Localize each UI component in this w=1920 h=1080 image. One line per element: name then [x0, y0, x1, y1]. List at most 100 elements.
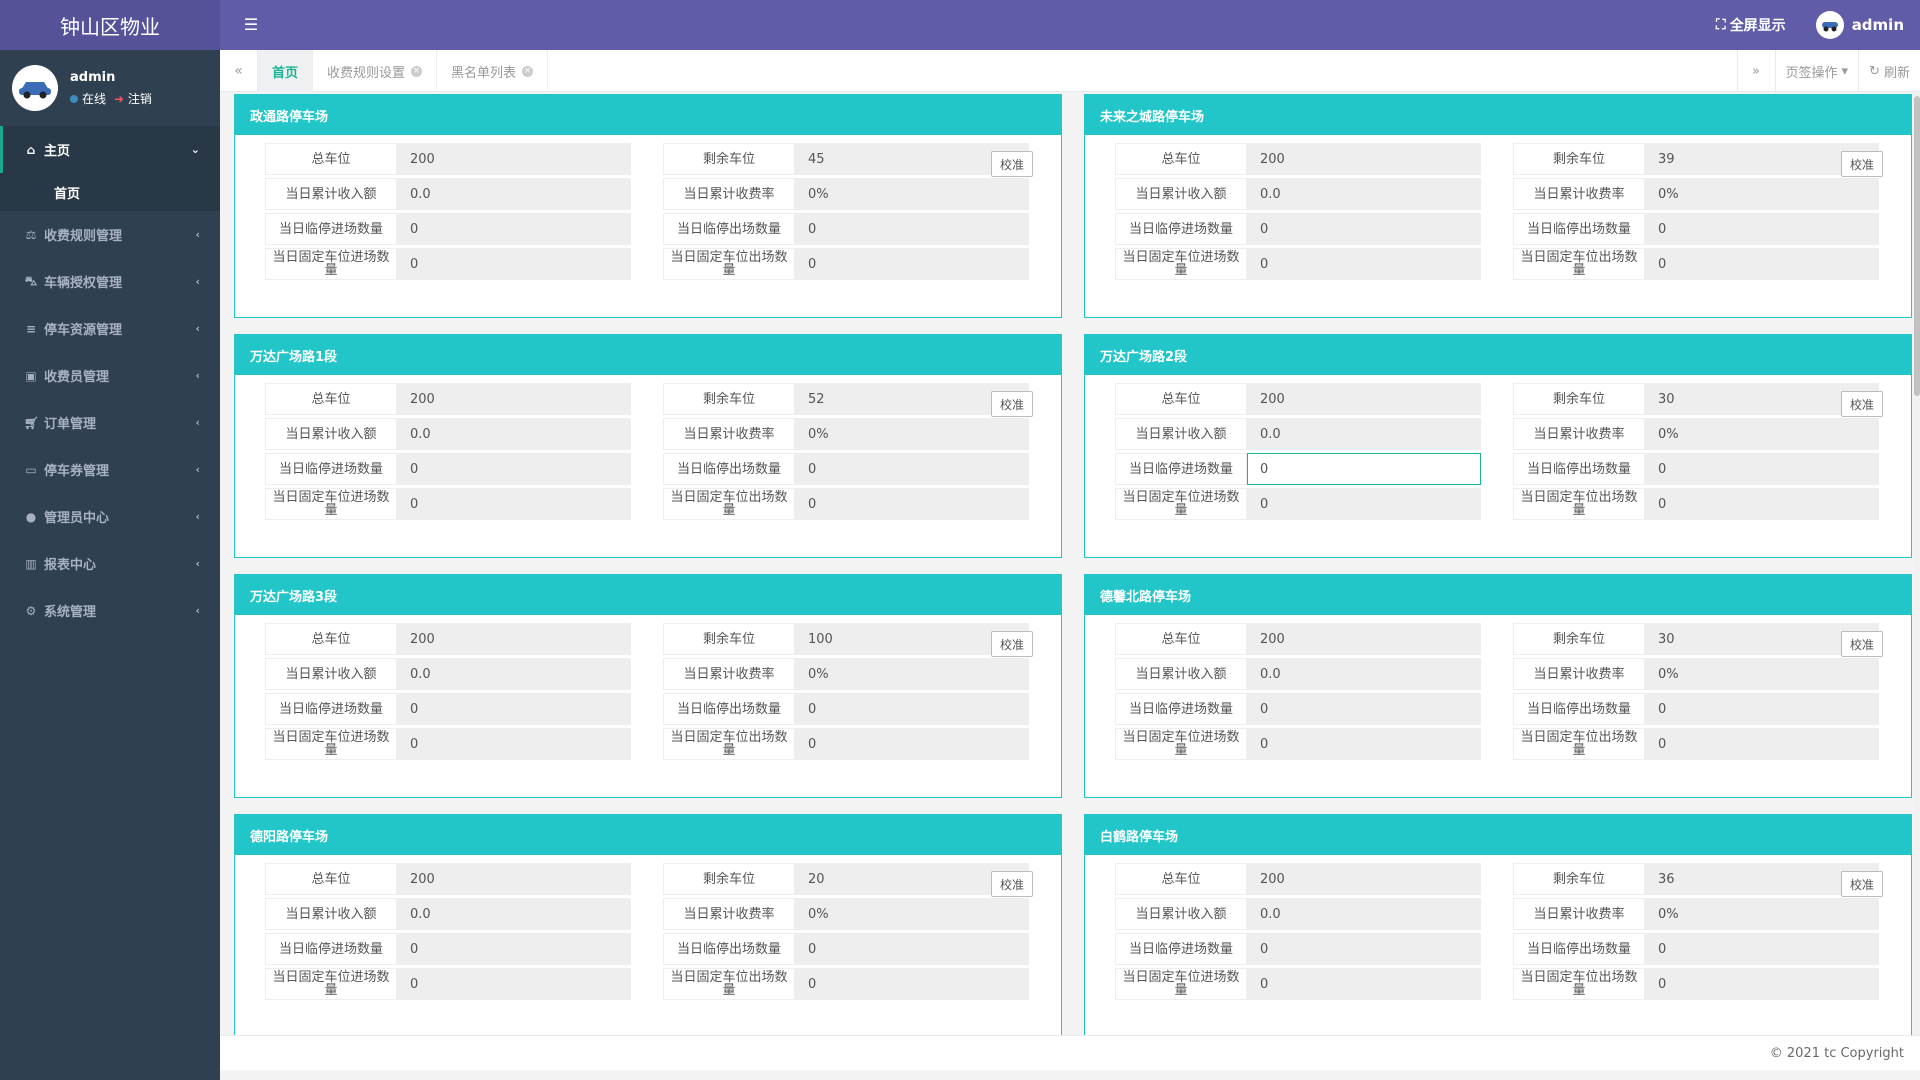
stat-value-field[interactable]: 200: [1247, 623, 1481, 655]
stat-value-field[interactable]: 0.0: [1247, 418, 1481, 450]
stat-value-field[interactable]: 200: [397, 143, 631, 175]
tab-blacklist[interactable]: 黑名单列表 ×: [437, 50, 549, 92]
stat-value-field[interactable]: 0.0: [397, 178, 631, 210]
fullscreen-button[interactable]: ⛶ 全屏显示: [1716, 15, 1786, 35]
stat-value-field[interactable]: 100: [795, 623, 1029, 655]
sidebar-item-coupons[interactable]: ▭ 停车券管理 ‹: [25, 462, 200, 480]
stat-value-field[interactable]: 0.0: [1247, 658, 1481, 690]
stat-value-field[interactable]: 52: [795, 383, 1029, 415]
stat-value-field[interactable]: 0%: [1645, 898, 1879, 930]
sidebar-item-parking-resources[interactable]: ≡ 停车资源管理 ‹: [25, 321, 200, 339]
calibrate-button[interactable]: 校准: [991, 391, 1033, 417]
tab-home[interactable]: 首页: [258, 50, 314, 92]
stat-value-field[interactable]: 0: [1645, 453, 1879, 485]
stat-label: 当日临停进场数量: [265, 933, 397, 965]
stat-value-field[interactable]: 200: [1247, 863, 1481, 895]
stat-value-field[interactable]: 200: [397, 863, 631, 895]
stat-value-field[interactable]: 0: [1645, 728, 1879, 760]
sidebar-item-admin-center[interactable]: ● 管理员中心 ‹: [25, 509, 200, 527]
stat-value-field[interactable]: 0: [1645, 488, 1879, 520]
stat-value-field[interactable]: 36: [1645, 863, 1879, 895]
stat-value-field[interactable]: 0: [1247, 488, 1481, 520]
stat-value-field[interactable]: 0.0: [1247, 898, 1481, 930]
stat-value-field[interactable]: 0: [795, 213, 1029, 245]
stat-value-field[interactable]: 0: [1645, 693, 1879, 725]
sidebar-item-orders[interactable]: 🛒︎ 订单管理 ‹: [24, 415, 200, 433]
stat-value-field[interactable]: 0: [1645, 968, 1879, 1000]
page-ops-dropdown[interactable]: 页签操作 ▾: [1774, 50, 1859, 92]
stat-value-field[interactable]: 0: [1247, 933, 1481, 965]
logout-link[interactable]: ➜ 注销: [114, 91, 152, 106]
stat-value-field[interactable]: 0: [795, 728, 1029, 760]
calibrate-button[interactable]: 校准: [1841, 871, 1883, 897]
scrollbar-thumb[interactable]: [1914, 96, 1920, 396]
calibrate-button[interactable]: 校准: [991, 631, 1033, 657]
sidebar-item-system[interactable]: ⚙ 系统管理 ‹: [25, 603, 200, 621]
stat-value-field[interactable]: 0: [1247, 693, 1481, 725]
stat-value-field[interactable]: 0.0: [397, 658, 631, 690]
stat-value-field[interactable]: 0: [795, 453, 1029, 485]
stat-value-field[interactable]: 0%: [1645, 658, 1879, 690]
stat-row: 当日累计收费率 0%: [1513, 418, 1879, 450]
sidebar-item-vehicle-auth[interactable]: ⛍ 车辆授权管理 ‹: [24, 273, 200, 292]
stat-value-field[interactable]: 200: [397, 383, 631, 415]
stat-value-field[interactable]: 0: [397, 728, 631, 760]
stat-value-field[interactable]: 0%: [795, 418, 1029, 450]
stat-value-field[interactable]: 0: [795, 488, 1029, 520]
stat-value-field[interactable]: 0: [397, 488, 631, 520]
stat-value-field[interactable]: 200: [1247, 383, 1481, 415]
close-icon[interactable]: ×: [411, 65, 423, 77]
stat-value-field[interactable]: 0: [397, 968, 631, 1000]
stat-value-field[interactable]: 200: [397, 623, 631, 655]
stat-value-field[interactable]: 0%: [1645, 418, 1879, 450]
stat-value-field[interactable]: 0: [1645, 933, 1879, 965]
stat-value-field[interactable]: 0: [1247, 213, 1481, 245]
tab-fee-rules[interactable]: 收费规则设置 ×: [313, 50, 438, 92]
stat-value-field[interactable]: 0%: [795, 898, 1029, 930]
tabs-scroll-right-icon[interactable]: »: [1736, 50, 1775, 92]
tabs-scroll-left-icon[interactable]: «: [220, 50, 258, 92]
stat-value-field[interactable]: 20: [795, 863, 1029, 895]
stat-value-field[interactable]: 0.0: [1247, 178, 1481, 210]
sidebar-item-fee-rules[interactable]: ⚖ 收费规则管理 ‹: [25, 227, 200, 245]
stat-value-field[interactable]: 200: [1247, 143, 1481, 175]
stat-value-field[interactable]: 0: [397, 248, 631, 280]
stat-value-field[interactable]: 0: [397, 453, 631, 485]
sidebar-subitem-home[interactable]: 首页: [54, 186, 81, 202]
stat-value-field[interactable]: 0: [1645, 248, 1879, 280]
stat-value-field[interactable]: 0: [795, 693, 1029, 725]
stat-value-field[interactable]: 0: [397, 213, 631, 245]
stat-value-field[interactable]: 0.0: [397, 898, 631, 930]
sidebar-item-collectors[interactable]: ▣ 收费员管理 ‹: [25, 368, 200, 386]
stat-value-field[interactable]: 30: [1645, 623, 1879, 655]
stat-value-field[interactable]: 0: [397, 693, 631, 725]
stat-value-field[interactable]: 0: [1247, 453, 1481, 485]
stat-value-field[interactable]: 30: [1645, 383, 1879, 415]
calibrate-button[interactable]: 校准: [991, 151, 1033, 177]
sidebar-item-reports[interactable]: ▥ 报表中心 ‹: [25, 556, 200, 574]
stat-value-field[interactable]: 0: [795, 933, 1029, 965]
stat-value-field[interactable]: 0.0: [397, 418, 631, 450]
close-icon[interactable]: ×: [522, 65, 534, 77]
stat-value-field[interactable]: 0: [795, 248, 1029, 280]
scrollbar-track[interactable]: [1914, 92, 1920, 1035]
menu-toggle-icon[interactable]: ☰: [243, 14, 259, 34]
calibrate-button[interactable]: 校准: [1841, 631, 1883, 657]
stat-value-field[interactable]: 0: [1645, 213, 1879, 245]
calibrate-button[interactable]: 校准: [1841, 151, 1883, 177]
refresh-button[interactable]: ↻ 刷新: [1858, 50, 1920, 92]
stat-value-field[interactable]: 0: [795, 968, 1029, 1000]
stat-value-field[interactable]: 0: [1247, 248, 1481, 280]
stat-value-field[interactable]: 39: [1645, 143, 1879, 175]
stat-value-field[interactable]: 0%: [795, 178, 1029, 210]
stat-value-field[interactable]: 0: [1247, 968, 1481, 1000]
calibrate-button[interactable]: 校准: [991, 871, 1033, 897]
stat-value-field[interactable]: 45: [795, 143, 1029, 175]
user-menu[interactable]: admin: [1815, 11, 1904, 39]
stat-value-field[interactable]: 0: [1247, 728, 1481, 760]
calibrate-button[interactable]: 校准: [1841, 391, 1883, 417]
stat-value-field[interactable]: 0%: [1645, 178, 1879, 210]
stat-value-field[interactable]: 0: [397, 933, 631, 965]
stat-value-field[interactable]: 0%: [795, 658, 1029, 690]
sidebar-item-home[interactable]: ⌂ 主页 ⌄: [0, 126, 220, 173]
